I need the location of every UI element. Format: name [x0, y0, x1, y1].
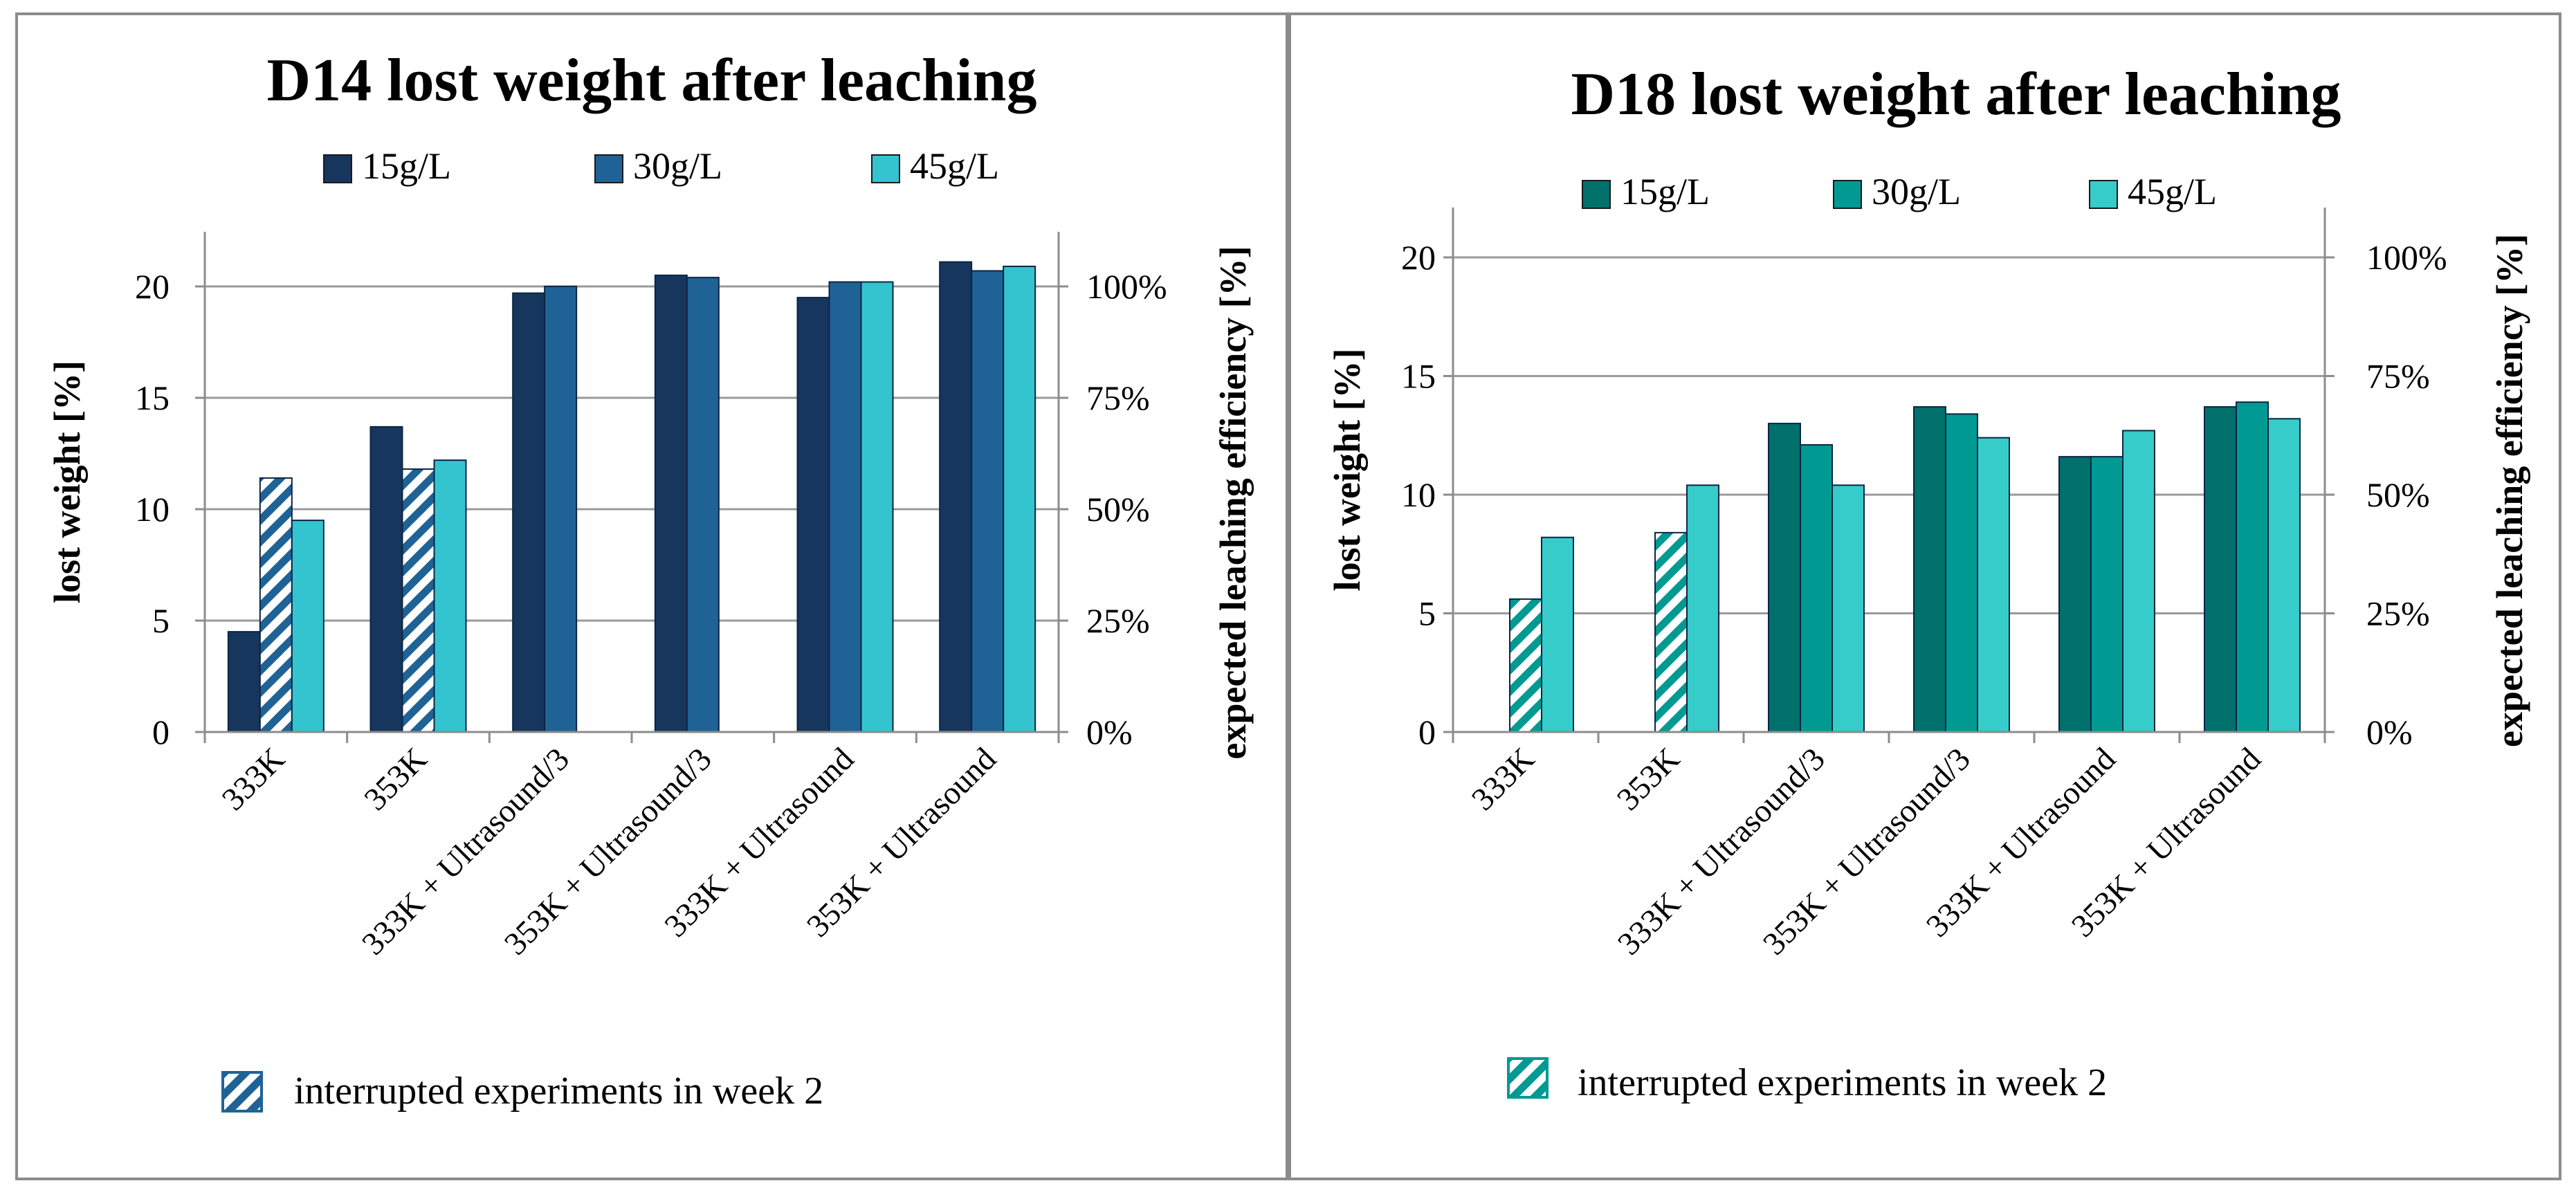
- legend-label-1: 15g/L: [362, 145, 451, 187]
- y2-tick-label: 0%: [1086, 713, 1133, 751]
- bar: [828, 281, 862, 733]
- bar: [2122, 430, 2155, 733]
- bar: [433, 459, 467, 733]
- chart-title: D14 lost weight after leaching: [267, 47, 1037, 114]
- bar: [1654, 531, 1688, 733]
- annotation-label: interrupted experiments in week 2: [294, 1070, 823, 1113]
- legend-swatch-1: [1582, 180, 1611, 209]
- y-tick-label: 20: [1401, 238, 1436, 277]
- y-axis-title: lost weight [%]: [1326, 349, 1368, 592]
- bar: [2267, 418, 2301, 733]
- legend-swatch-2: [594, 154, 623, 183]
- hatch-swatch: [1507, 1057, 1549, 1099]
- annotation-label: interrupted experiments in week 2: [1578, 1061, 2107, 1104]
- bar: [227, 631, 261, 733]
- bar: [796, 297, 830, 733]
- chart-title: D18 lost weight after leaching: [1571, 61, 2341, 128]
- bar: [1945, 413, 1978, 733]
- y2-tick-label: 25%: [2366, 594, 2430, 633]
- chart-panel-2: D18 lost weight after leaching 15g/L 30g/L…: [1288, 12, 2561, 1180]
- y-tick-label: 15: [135, 378, 170, 417]
- hatch-swatch: [221, 1071, 263, 1113]
- bar: [369, 425, 403, 733]
- legend-swatch-2: [1833, 180, 1862, 209]
- legend-swatch-3: [871, 154, 900, 183]
- bar: [1913, 406, 1946, 733]
- bar: [2204, 406, 2237, 733]
- bar: [401, 468, 435, 733]
- bar: [939, 261, 973, 733]
- bar: [1768, 423, 1801, 733]
- legend-swatch-1: [323, 154, 352, 183]
- bar: [1541, 536, 1574, 733]
- bar: [2090, 456, 2123, 733]
- y2-tick-label: 75%: [1086, 378, 1150, 417]
- y-tick-label: 15: [1401, 357, 1436, 396]
- y-tick-label: 0: [152, 713, 170, 751]
- bar: [512, 292, 546, 733]
- y2-axis-title: expected leaching efficiency [%]: [1212, 246, 1254, 759]
- bar: [654, 274, 688, 733]
- chart-panel-1: D14 lost weight after leaching 15g/L 30g/L…: [15, 12, 1288, 1180]
- bar: [686, 277, 720, 733]
- legend-label-2: 30g/L: [633, 145, 722, 187]
- chart-frame: [15, 12, 1288, 1180]
- y-tick-label: 5: [1418, 594, 1436, 633]
- y2-tick-label: 50%: [2366, 475, 2430, 514]
- y2-axis-title: expected leaching efficiency [%]: [2489, 234, 2530, 747]
- bar: [259, 477, 293, 733]
- y-tick-label: 20: [135, 267, 170, 306]
- y-tick-label: 10: [1401, 475, 1436, 514]
- bar: [1509, 598, 1542, 733]
- legend-label-2: 30g/L: [1872, 171, 1961, 212]
- y2-tick-label: 25%: [1086, 601, 1150, 640]
- y-tick-label: 0: [1418, 713, 1436, 751]
- bar: [1686, 484, 1719, 733]
- bar: [860, 281, 894, 733]
- legend-label-3: 45g/L: [2128, 171, 2217, 212]
- bar: [544, 286, 578, 733]
- y2-tick-label: 100%: [2366, 238, 2447, 277]
- bar: [971, 270, 1005, 733]
- legend-swatch-3: [2089, 180, 2118, 209]
- bar: [1977, 437, 2010, 733]
- y-axis-title: lost weight [%]: [46, 360, 88, 603]
- bar: [1831, 484, 1865, 733]
- y2-tick-label: 100%: [1086, 267, 1167, 306]
- y2-tick-label: 50%: [1086, 490, 1150, 529]
- bar: [1003, 266, 1036, 733]
- y-tick-label: 10: [135, 490, 170, 529]
- legend-label-3: 45g/L: [910, 145, 999, 187]
- y-tick-label: 5: [152, 601, 170, 640]
- bar: [1800, 443, 1833, 733]
- bar: [2236, 401, 2269, 733]
- y2-tick-label: 75%: [2366, 357, 2430, 396]
- legend-label-1: 15g/L: [1620, 171, 1710, 212]
- bar: [2058, 456, 2092, 733]
- bar: [291, 520, 325, 733]
- y2-tick-label: 0%: [2366, 713, 2413, 751]
